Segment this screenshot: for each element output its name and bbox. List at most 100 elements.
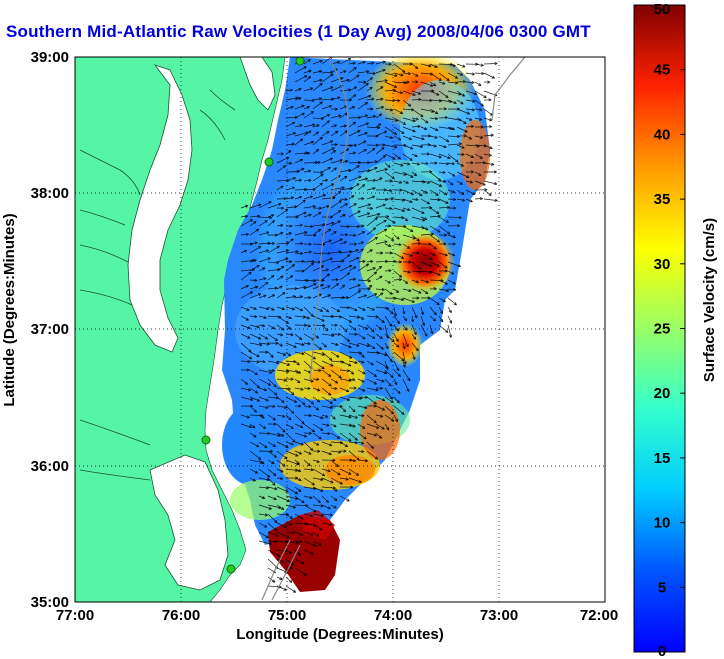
velocity-vector (357, 231, 366, 236)
velocity-vector (402, 189, 414, 196)
velocity-vector (285, 495, 299, 501)
velocity-vector (393, 198, 406, 202)
velocity-vector (366, 369, 378, 378)
velocity-vector (339, 396, 351, 401)
velocity-vector (384, 243, 392, 247)
velocity-vector (393, 324, 399, 332)
velocity-vector (393, 414, 398, 423)
velocity-vector (267, 369, 275, 373)
velocity-vector (366, 212, 381, 218)
velocity-vector (258, 468, 271, 478)
velocity-vector (312, 396, 321, 403)
velocity-vector (420, 288, 429, 295)
velocity-vector (321, 306, 330, 313)
velocity-vector (429, 153, 442, 159)
velocity-vector (402, 324, 408, 331)
velocity-vector (294, 414, 305, 425)
velocity-vector (456, 80, 466, 84)
velocity-vector (267, 422, 277, 426)
velocity-vector (393, 117, 406, 125)
velocity-vector (429, 297, 440, 306)
velocity-vector (447, 162, 455, 166)
velocity-vector (384, 396, 394, 404)
velocity-vector (294, 404, 302, 408)
velocity-vector (384, 62, 392, 66)
velocity-vector (240, 387, 252, 392)
velocity-vector (483, 180, 498, 186)
velocity-vector (411, 216, 426, 222)
velocity-vector (276, 342, 283, 347)
velocity-vector (393, 63, 406, 73)
velocity-vector (465, 170, 474, 174)
velocity-vector (366, 61, 375, 65)
velocity-vector (375, 369, 388, 375)
velocity-vector (321, 450, 332, 456)
velocity-vector (366, 206, 374, 210)
x-tick-label: 77:00 (56, 607, 94, 624)
velocity-vector (474, 117, 483, 121)
velocity-vector (474, 196, 483, 201)
velocity-vector (384, 351, 393, 363)
velocity-vector (447, 189, 456, 194)
velocity-vector (321, 120, 330, 128)
velocity-vector (348, 210, 361, 218)
x-tick-label: 76:00 (162, 607, 200, 624)
velocity-vector (384, 423, 390, 431)
velocity-vector (483, 144, 493, 150)
velocity-vector (240, 423, 253, 429)
velocity-vector (330, 124, 337, 128)
velocity-vector (303, 477, 315, 486)
velocity-vector (420, 63, 432, 68)
velocity-vector (330, 200, 342, 209)
velocity-vector (376, 251, 384, 255)
velocity-vector (339, 58, 352, 65)
velocity-vector (393, 171, 407, 176)
velocity-vector (429, 108, 439, 115)
velocity-vector (339, 225, 350, 229)
velocity-vector (339, 414, 352, 419)
velocity-vector (447, 180, 454, 186)
velocity-vector (312, 59, 323, 65)
velocity-vector (384, 234, 395, 241)
velocity-vector (294, 87, 302, 92)
colorbar-tick-label: 20 (654, 385, 671, 402)
velocity-vector (429, 306, 437, 316)
velocity-vector (348, 94, 357, 101)
velocity-vector (339, 351, 353, 359)
velocity-vector (393, 270, 403, 278)
pamlico-sound (149, 454, 229, 591)
velocity-vector (339, 241, 348, 245)
velocity-vector (402, 297, 415, 303)
velocity-vector (402, 342, 406, 350)
velocity-vector (294, 112, 305, 119)
velocity-vector (483, 125, 493, 129)
velocity-vector (267, 360, 280, 365)
velocity-vector (411, 162, 421, 166)
velocity-vector (312, 360, 325, 370)
velocity-vector (312, 78, 323, 83)
velocity-vector (402, 180, 409, 184)
velocity-vector (384, 269, 392, 273)
velocity-vector (330, 149, 337, 155)
velocity-vector (303, 262, 315, 272)
y-tick-label: 35:00 (31, 594, 69, 611)
velocity-vector (249, 360, 260, 364)
velocity-vector (312, 531, 320, 537)
velocity-vector (285, 377, 294, 381)
velocity-vector (303, 404, 312, 409)
velocity-vector (393, 162, 404, 167)
velocity-vector (276, 156, 290, 164)
velocity-vector (429, 214, 441, 218)
chesapeake-bay (127, 64, 193, 353)
velocity-vector (339, 168, 352, 173)
velocity-vector (312, 486, 324, 492)
velocity-vector (339, 369, 350, 373)
velocity-vector (276, 333, 284, 337)
velocity-vector (429, 135, 438, 139)
velocity-vector (366, 217, 378, 227)
velocity-vector (294, 242, 304, 246)
velocity-vector (294, 306, 304, 312)
velocity-vector (267, 220, 276, 227)
velocity-vector (330, 77, 344, 83)
velocity-vector (303, 204, 316, 209)
